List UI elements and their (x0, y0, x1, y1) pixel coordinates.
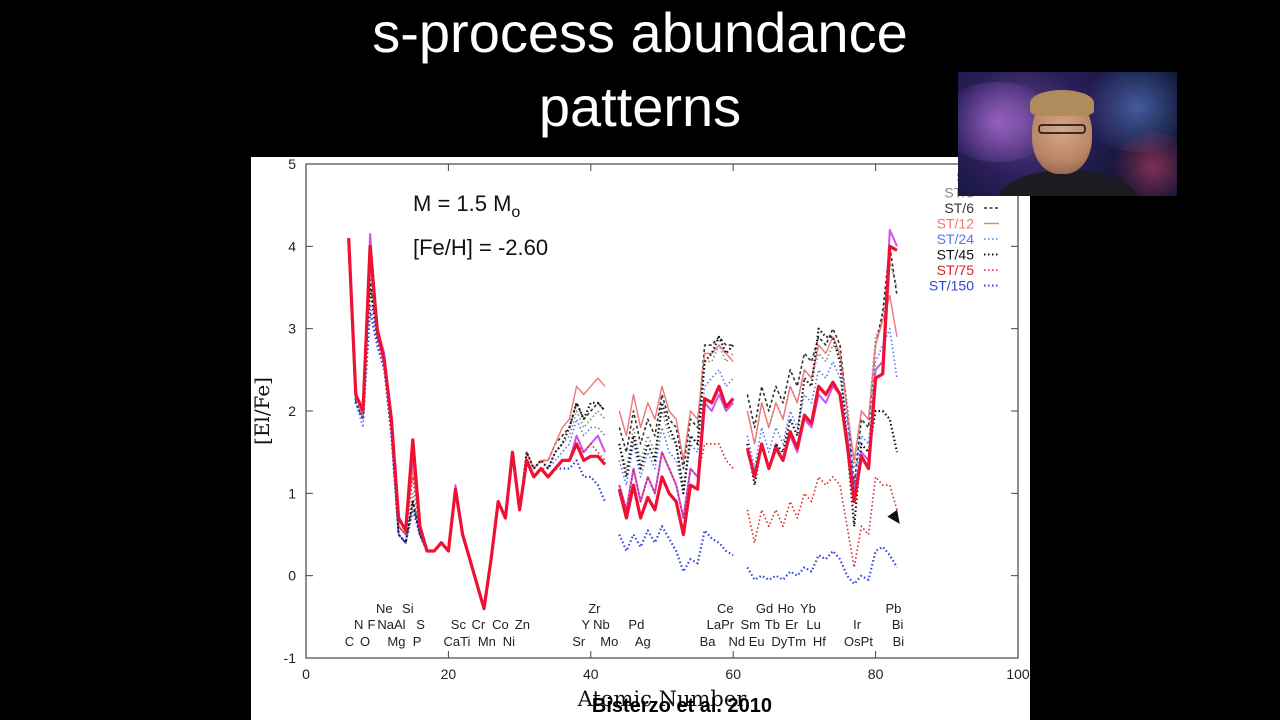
series-line-segment (618, 344, 734, 486)
citation-credit: Bisterzo et al. 2010 (591, 695, 772, 717)
series-st-24 (347, 246, 898, 610)
legend-label: ST/24 (937, 231, 975, 247)
legend-label: ST/150 (929, 278, 974, 294)
element-label: Zn (515, 617, 530, 632)
element-label: P (413, 634, 422, 649)
element-label: Bi (892, 617, 904, 632)
y-tick-label: -1 (284, 650, 297, 666)
element-label: Tb (765, 617, 780, 632)
series-line-segment (618, 525, 734, 573)
element-label: Sc (451, 617, 467, 632)
series-st-75 (347, 238, 898, 610)
element-label: Ce (717, 601, 734, 616)
x-tick-label: 60 (725, 666, 741, 682)
y-axis-label: [El/Fe] (251, 377, 274, 445)
axis-ticks: 0 20 40 60 80 100 -1 0 1 2 3 4 5 (284, 157, 1030, 682)
element-label: Mn (478, 634, 496, 649)
x-tick-label: 20 (441, 666, 457, 682)
element-label: Nb (593, 617, 610, 632)
element-label: CaTi (443, 634, 470, 649)
y-tick-label: 3 (288, 321, 296, 337)
y-tick-label: 1 (288, 485, 296, 501)
y-tick-label: 0 (288, 568, 296, 584)
element-label: Ir (853, 617, 862, 632)
series-line-segment (617, 384, 735, 537)
annotation-metallicity: [Fe/H] = -2.60 (413, 235, 548, 260)
x-tick-label: 40 (583, 666, 599, 682)
series-line-segment (746, 294, 898, 462)
legend-label: ST/75 (937, 262, 975, 278)
element-label: Nd (728, 634, 745, 649)
element-label: Ni (503, 634, 515, 649)
series-line-segment (618, 344, 734, 462)
element-label: C (345, 634, 354, 649)
element-label: O (360, 634, 370, 649)
element-label: Mo (600, 634, 618, 649)
annotation-mass: M = 1.5 Mo (413, 191, 520, 221)
element-label: Bi (893, 634, 905, 649)
y-tick-label: 4 (288, 238, 296, 254)
element-label: S (416, 617, 425, 632)
element-label: Ne (376, 601, 393, 616)
y-tick-label: 5 (288, 157, 296, 172)
element-label: Lu (806, 617, 820, 632)
element-label: LaPr (707, 617, 735, 632)
series-line-segment (618, 335, 735, 495)
series-line-segment (746, 327, 898, 486)
element-label: Hf (813, 634, 826, 649)
series-line-segment (745, 244, 898, 504)
presenter-hair (1030, 90, 1094, 116)
element-label: F (368, 617, 376, 632)
element-label: Mg (387, 634, 405, 649)
x-tick-label: 80 (868, 666, 884, 682)
element-label: Co (492, 617, 509, 632)
element-label: DyTm (771, 634, 806, 649)
series-line-segment (746, 476, 898, 569)
legend-label: ST/12 (937, 216, 975, 232)
element-label: Er (785, 617, 799, 632)
series-line-segment (618, 336, 734, 470)
y-tick-label: 2 (288, 403, 296, 419)
figure-panel: 0 20 40 60 80 100 -1 0 1 2 3 4 5 Ne Si Zr Ce Gd Ho Yb Pb N F N… (251, 157, 1030, 720)
legend-label: ST/6 (944, 200, 974, 216)
element-label: OsPt (844, 634, 873, 649)
x-axis-label: Atomic Number (577, 687, 748, 711)
slide-title-line1: s-process abundance (372, 1, 908, 64)
element-label: Sr (572, 634, 586, 649)
element-label: Ag (635, 634, 651, 649)
element-label: Ba (700, 634, 717, 649)
element-label: Zr (588, 601, 601, 616)
element-label: Sm (741, 617, 761, 632)
legend-label: ST/45 (937, 247, 975, 263)
element-label: Si (402, 601, 414, 616)
series-st-12-bold- (347, 238, 898, 611)
element-label: Pd (628, 617, 644, 632)
series-line-segment (746, 545, 898, 585)
element-label: Y (581, 617, 590, 632)
series-lines (347, 228, 899, 611)
slide-title-line2: patterns (538, 75, 742, 138)
element-label: Ho (778, 601, 795, 616)
element-label: N (354, 617, 363, 632)
plot-frame (305, 163, 1019, 659)
element-labels: Ne Si Zr Ce Gd Ho Yb Pb N F NaAl S Sc Cr Co Zn Y Nb Pd LaPr… (345, 601, 905, 649)
series-line-segment (618, 443, 734, 519)
element-label: Pb (885, 601, 901, 616)
element-label: Cr (471, 617, 485, 632)
element-label: Gd (756, 601, 773, 616)
slide-title: s-process abundance patterns (0, 0, 1280, 144)
presenter-glasses (1038, 124, 1086, 134)
series-line-segment (347, 238, 607, 611)
element-label: Yb (800, 601, 816, 616)
element-label: NaAl (377, 617, 405, 632)
element-label: Eu (749, 634, 765, 649)
series-st-150 (347, 246, 898, 610)
x-tick-label: 100 (1006, 666, 1030, 682)
presenter-webcam (958, 72, 1177, 196)
x-tick-label: 0 (302, 666, 310, 682)
series-line-segment (618, 393, 734, 519)
